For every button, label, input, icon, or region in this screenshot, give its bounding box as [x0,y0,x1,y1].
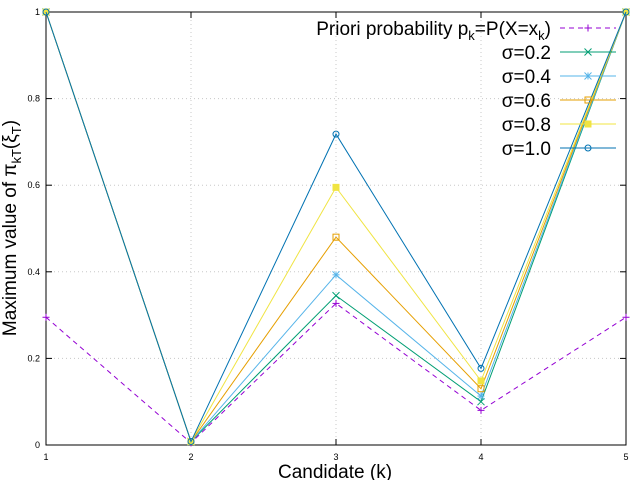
data-point-4-3 [478,378,484,384]
legend-label-part: ) [545,19,551,40]
y-axis-label: Maximum value of πkT(ξT) [0,120,24,336]
y-tick-label: 1 [35,7,40,17]
y-axis-label-suffix: ) [0,120,21,126]
x-tick-label: 3 [333,452,338,462]
legend-label-4: σ=0.8 [502,115,551,136]
legend-swatch-marker-2 [585,73,592,80]
legend: Priori probability pk=P(X=xk)σ=0.2 σ=0.4 σ… [316,19,616,160]
x-tick-label: 1 [43,452,48,462]
legend-label-part: Priori probability p [316,19,468,40]
x-tick-label: 5 [623,452,628,462]
y-axis-label-sub: kT [9,149,24,164]
y-tick-label: 0.2 [27,353,40,363]
y-tick-label: 0.4 [27,267,40,277]
chart-svg: 1 2 3 4 5 0 0.2 0.4 0.6 0.8 1 Priori probability p… [0,0,640,480]
data-point-2-2 [333,271,340,278]
data-point-0-3 [478,407,485,414]
legend-label-5: σ=1.0 [502,139,551,160]
legend-label-2: σ=0.4 [502,67,552,88]
legend-swatch-marker-0 [585,25,592,32]
y-axis-label-prefix: Maximum value of π [0,164,21,337]
data-point-4-2 [333,184,339,190]
legend-label-0: Priori probability pk=P(X=xk) [316,19,551,43]
legend-label-part: =P(X=x [475,19,539,40]
x-axis-label: Candidate (k) [278,462,392,480]
x-tick-label: 2 [188,452,193,462]
y-tick-label: 0.6 [27,180,40,190]
y-tick-label: 0 [35,440,40,450]
legend-label-3: σ=0.6 [502,91,551,112]
y-axis-label-sub2: T [9,126,24,134]
legend-swatch-marker-4 [585,121,591,127]
y-axis-label-mid: (ξ [0,134,21,149]
chart-root: 1 2 3 4 5 0 0.2 0.4 0.6 0.8 1 Priori probability p… [0,0,640,480]
x-tick-label: 4 [478,452,483,462]
data-point-0-4 [623,314,630,321]
y-tick-label: 0.8 [27,94,40,104]
data-point-1-2 [333,292,340,299]
data-point-2-3 [478,393,485,400]
legend-label-1: σ=0.2 [502,43,551,64]
